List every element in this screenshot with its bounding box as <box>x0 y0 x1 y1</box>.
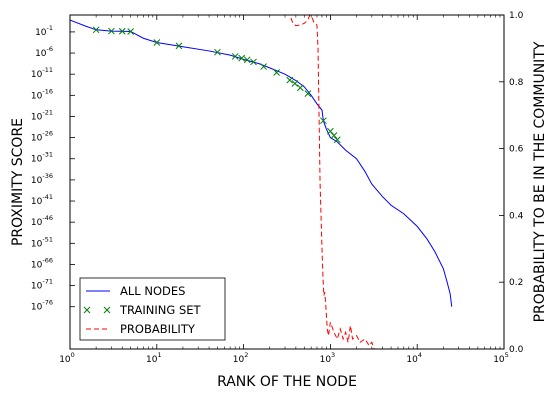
y-left-tick-label: 10-41 <box>31 193 53 207</box>
y-left-tick-label: 10-66 <box>31 256 53 270</box>
training-set-point <box>153 39 161 46</box>
y-left-tick-label: 10-6 <box>35 45 53 59</box>
series-layer <box>69 13 453 350</box>
y-right-tick-label: 0.2 <box>509 278 523 288</box>
training-set-point <box>92 26 100 34</box>
y-left-tick-label: 10-11 <box>31 66 53 80</box>
training-set-point <box>108 27 115 35</box>
y-right-tick-label: 0.8 <box>509 78 524 88</box>
training-set-point <box>260 63 267 70</box>
training-set-point <box>231 53 239 60</box>
training-set-point <box>291 80 299 87</box>
training-set-point <box>127 28 135 35</box>
y-axis-title-left: PROXIMITY SCORE <box>10 118 26 246</box>
y-left-tick-label: 10-26 <box>31 130 53 144</box>
training-set-point <box>320 117 327 125</box>
plot-frame <box>69 14 505 350</box>
y-right-tick-label: 0.4 <box>509 211 524 221</box>
x-axis-title: RANK OF THE NODE <box>217 374 357 390</box>
y-right-tick-label: 0.6 <box>509 145 524 155</box>
training-set-point <box>273 69 280 76</box>
y-left-tick-label: 10-71 <box>31 278 53 292</box>
x-tick-label: 100 <box>59 351 75 365</box>
legend-box <box>79 277 226 341</box>
legend-swatch-training-set <box>83 306 111 314</box>
x-tick-label: 104 <box>406 351 422 365</box>
training-set-point <box>250 58 257 66</box>
y-left-tick-label: 10-36 <box>31 172 53 186</box>
training-set-point <box>296 84 304 92</box>
training-set-point <box>175 42 183 50</box>
y-left-tick-label: 10-51 <box>31 235 53 249</box>
y-left-tick-label: 10-16 <box>31 87 53 101</box>
probability-line <box>285 13 375 350</box>
y-axis-title-right: PROBABILITY TO BE IN THE COMMUNITY <box>532 41 548 322</box>
y-left-tick-label: 10-46 <box>31 214 53 228</box>
y-right-tick-label: 0.0 <box>509 345 524 355</box>
training-set-point <box>118 27 126 35</box>
y-right-tick-label: 1.0 <box>509 11 524 21</box>
legend: ALL NODES TRAINING SET PROBABILITY <box>79 277 226 341</box>
y-left-tick-label: 10-1 <box>35 24 53 38</box>
training-set-point <box>330 132 338 139</box>
training-set-point <box>238 54 246 62</box>
x-tick-label: 102 <box>233 351 249 365</box>
legend-label-all-nodes: ALL NODES <box>120 284 185 298</box>
training-set-point <box>243 56 251 64</box>
y-left-tick-label: 10-31 <box>31 151 53 165</box>
training-set-point <box>333 136 341 144</box>
x-tick-label: 103 <box>320 351 336 365</box>
x-tick-label: 105 <box>493 351 509 365</box>
x-tick-label: 101 <box>146 351 162 365</box>
legend-label-training-set: TRAINING SET <box>119 303 202 317</box>
legend-label-probability: PROBABILITY <box>120 322 196 336</box>
y-left-tick-label: 10-21 <box>31 108 53 122</box>
y-left-tick-label: 10-76 <box>31 299 53 313</box>
training-set-point <box>286 76 294 84</box>
training-set-point <box>304 90 312 97</box>
training-set-point <box>214 48 221 56</box>
